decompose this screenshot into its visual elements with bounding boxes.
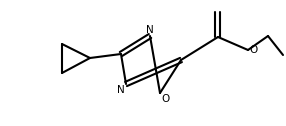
Text: O: O [161, 94, 169, 104]
Text: N: N [146, 25, 154, 35]
Text: O: O [249, 45, 257, 55]
Text: N: N [117, 85, 125, 95]
